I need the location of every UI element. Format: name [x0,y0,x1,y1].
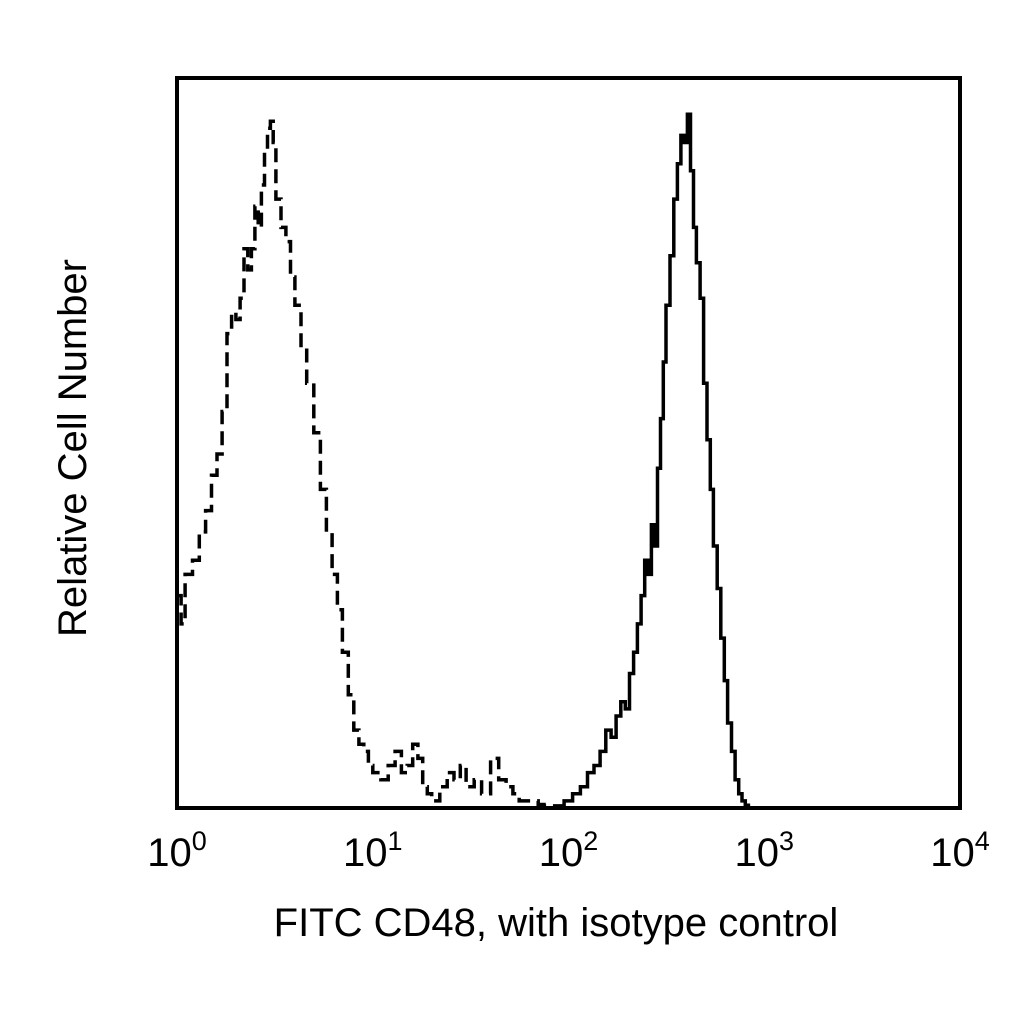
isotype-control-dashed-series [177,119,552,808]
plot-background [177,78,960,808]
series-layer [177,112,751,810]
x-tick-labels: 100 101 102 103 104 [147,826,990,875]
plot-frame [175,76,962,810]
x-tick-label: 104 [930,826,990,875]
cd48-solid-series [544,112,751,810]
x-tick-label: 100 [147,826,207,875]
x-tick-label: 102 [539,826,599,875]
x-tick-label: 101 [343,826,403,875]
x-axis-label: FITC CD48, with isotype control [274,901,839,945]
x-tick-label: 103 [735,826,795,875]
y-axis-label: Relative Cell Number [51,259,95,637]
